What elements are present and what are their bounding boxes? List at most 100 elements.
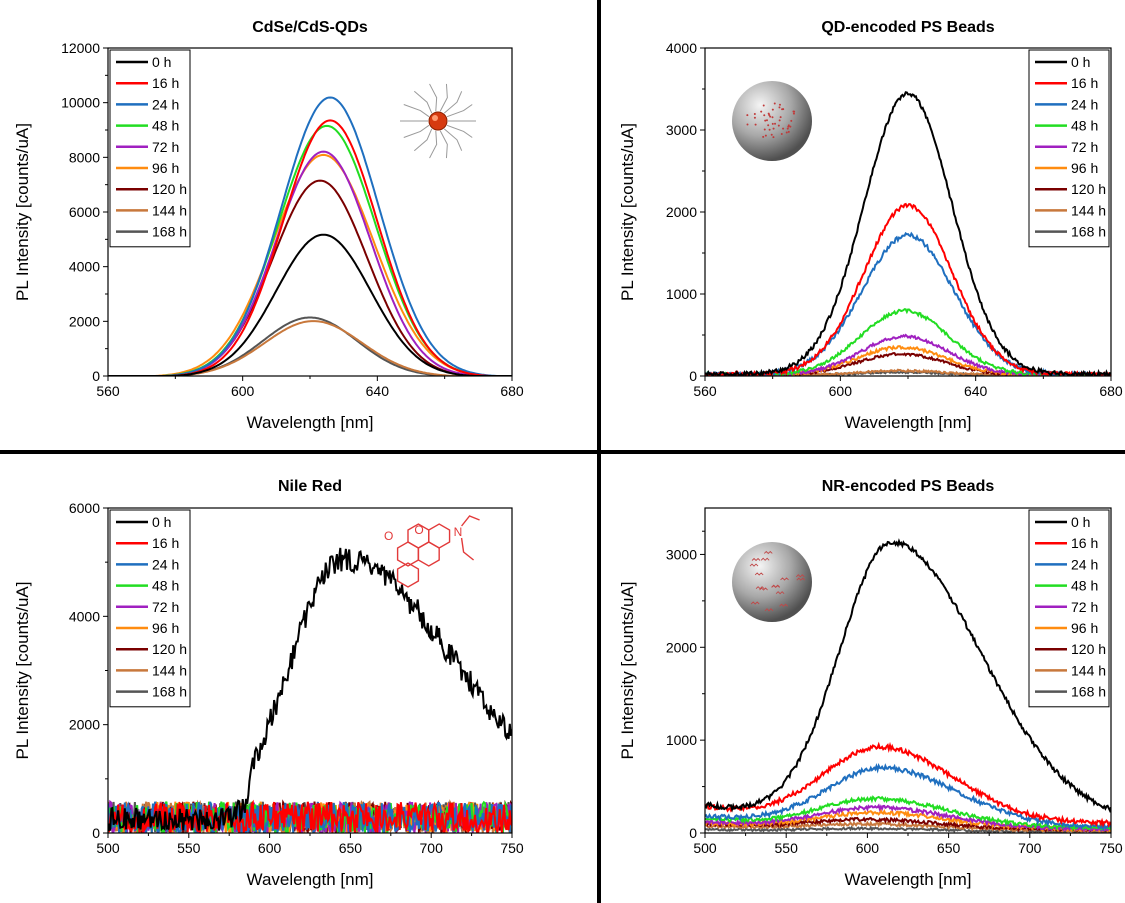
x-tick-label: 600: [231, 383, 255, 399]
legend-label: 72 h: [152, 599, 179, 615]
y-tick-label: 0: [92, 368, 100, 384]
x-tick-label: 650: [339, 840, 363, 856]
embedded-dye-mark: [775, 591, 785, 595]
legend-label: 144 h: [1071, 202, 1106, 218]
legend-label: 0 h: [152, 54, 171, 70]
legend-label: 72 h: [1071, 139, 1098, 155]
series-line-72h: [705, 803, 1111, 833]
embedded-dye-mark: [759, 587, 768, 591]
embedded-qd-dot: [746, 114, 749, 117]
x-tick-label: 680: [1099, 383, 1123, 399]
embedded-dye-mark: [755, 586, 765, 590]
embedded-qd-dot: [772, 127, 775, 130]
x-tick-label: 750: [1099, 840, 1123, 856]
y-tick-label: 6000: [69, 500, 100, 516]
ligand-chain: [413, 90, 433, 114]
y-tick-label: 2000: [666, 639, 697, 655]
embedded-qd-dot: [778, 119, 781, 122]
legend-label: 168 h: [1071, 684, 1106, 700]
ligand-chain: [446, 124, 473, 138]
embedded-qd-dot: [779, 116, 782, 119]
legend-label: 168 h: [152, 684, 187, 700]
horizontal-divider: [0, 450, 1125, 454]
legend: 0 h 16 h 24 h 48 h 72 h 96 h 120 h 144 h 168 h: [109, 49, 191, 248]
inset-illustration: [732, 542, 812, 622]
embedded-dye-mark: [780, 577, 789, 581]
embedded-qd-dot: [771, 122, 774, 125]
series-line-16h: [705, 741, 1111, 828]
embedded-qd-dot: [773, 102, 776, 105]
embedded-qd-dot: [767, 112, 770, 115]
embedded-qd-dot: [789, 125, 792, 128]
x-tick-label: 650: [937, 840, 961, 856]
embedded-dye-mark: [764, 608, 774, 612]
series-line-16h: [108, 799, 512, 833]
series-group: [108, 547, 512, 833]
x-tick-label: 600: [829, 383, 853, 399]
qd-core-icon: [428, 111, 448, 131]
chart-panel-nr-beads: NR-encoded PS Beads 500 550 600 650 700 750 0 10…: [618, 478, 1123, 889]
embedded-qd-dot: [760, 110, 763, 113]
series-line-0h: [705, 538, 1111, 814]
legend-label: 120 h: [152, 181, 187, 197]
embedded-dye-mark: [750, 601, 760, 605]
embedded-qd-dot: [754, 123, 757, 126]
series-line-144h: [705, 820, 1111, 833]
series-line-48h: [705, 795, 1111, 832]
legend-label: 120 h: [1071, 641, 1106, 657]
x-tick-label: 500: [693, 840, 717, 856]
chart-panel-nile-red: Nile Red 500 550 600 650 700 750 0 2000 4000 6000 W…: [13, 478, 524, 889]
embedded-qd-dot: [769, 115, 772, 118]
legend-label: 168 h: [152, 224, 187, 240]
chart-panel-qd-beads: QD-encoded PS Beads 560 600 640 680 0 1000 2000…: [618, 19, 1123, 432]
ligand-chain: [446, 104, 473, 118]
legend-label: 16 h: [1071, 535, 1098, 551]
embedded-qd-dot: [772, 136, 775, 139]
ligand-chain: [413, 128, 433, 152]
ligand-chain: [429, 83, 438, 112]
embedded-qd-dot: [787, 130, 790, 133]
y-axis-label: PL Intensity [counts/uA]: [618, 582, 637, 760]
legend-label: 24 h: [1071, 96, 1098, 112]
x-tick-label: 600: [258, 840, 282, 856]
embedded-qd-dot: [762, 135, 765, 138]
embedded-dye-mark: [779, 603, 788, 607]
x-axis-label: Wavelength [nm]: [845, 870, 972, 889]
legend-label: 48 h: [1071, 118, 1098, 134]
y-tick-label: 1000: [666, 286, 697, 302]
embedded-dye-mark: [796, 577, 806, 581]
legend-label: 120 h: [152, 641, 187, 657]
atom-label: O: [414, 523, 423, 537]
legend-label: 0 h: [152, 514, 171, 530]
ligand-chain: [439, 83, 448, 112]
legend: 0 h 16 h 24 h 48 h 72 h 96 h 120 h 144 h 168 h: [109, 509, 191, 708]
x-tick-label: 500: [96, 840, 120, 856]
legend-label: 48 h: [1071, 578, 1098, 594]
y-tick-label: 0: [689, 825, 697, 841]
bead-icon: [732, 81, 812, 161]
ligand-chain: [439, 130, 448, 159]
x-tick-label: 680: [500, 383, 524, 399]
embedded-qd-dot: [767, 124, 770, 127]
y-tick-label: 12000: [61, 40, 100, 56]
atom-label: N: [454, 525, 463, 539]
legend-label: 144 h: [152, 202, 187, 218]
series-line-0h: [108, 233, 512, 376]
legend-label: 96 h: [152, 620, 179, 636]
embedded-qd-dot: [768, 128, 771, 131]
embedded-dye-mark: [771, 584, 781, 588]
embedded-qd-dot: [763, 114, 766, 117]
embedded-dye-mark: [795, 574, 805, 578]
embedded-dye-mark: [749, 563, 759, 567]
inset-illustration: [400, 83, 476, 159]
atom-label: O: [384, 529, 393, 543]
x-tick-label: 700: [1018, 840, 1042, 856]
embedded-qd-dot: [782, 127, 785, 130]
embedded-qd-dot: [762, 104, 765, 107]
legend-label: 0 h: [1071, 514, 1090, 530]
ring: [396, 562, 420, 588]
chart-title: Nile Red: [278, 478, 342, 495]
y-tick-label: 4000: [666, 40, 697, 56]
embedded-qd-dot: [778, 106, 781, 109]
y-tick-label: 0: [92, 825, 100, 841]
